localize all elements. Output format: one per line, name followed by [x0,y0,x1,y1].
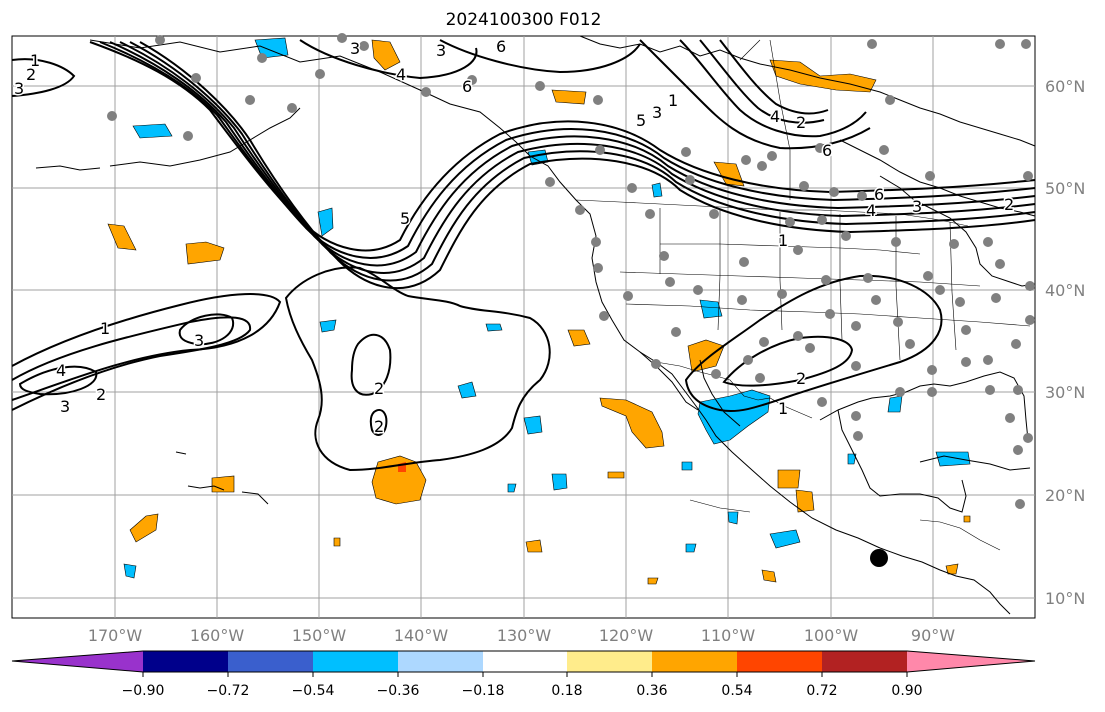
colorbar-segment [822,651,907,672]
contour-label: 6 [874,185,884,204]
lon-label: 160°W [189,626,245,645]
colorbar-segment [737,651,822,672]
lat-label: 60°N [1045,77,1086,96]
colorbar-tick-label: −0.18 [461,683,505,699]
colorbar-tick-label: 0.72 [806,683,838,699]
contour-label: 3 [14,79,24,98]
lat-label: 40°N [1045,281,1086,300]
positive-anomaly-fills [107,39,971,585]
colorbar-segment [652,651,737,672]
colorbar-tick-label: 0.54 [721,683,753,699]
contour-label: 2 [374,379,384,398]
lat-label: 10°N [1045,589,1086,608]
contour-label: 4 [866,201,876,220]
colorbar-segment [567,651,652,672]
contour-label: 5 [636,111,646,130]
contour-label: 3 [60,397,70,416]
contour-lines [11,39,1036,472]
contour-label: 4 [396,65,406,84]
colorbar-segment [907,651,1035,672]
lon-label: 150°W [291,626,347,645]
contour-label: 2 [374,417,384,436]
contour-label: 4 [56,361,66,380]
lon-label: 130°W [496,626,552,645]
contour-label: 1 [100,319,110,338]
lon-label: 140°W [393,626,449,645]
contour-label: 2 [96,385,106,404]
contour-label: 5 [400,209,410,228]
colorbar-segment [228,651,313,672]
contour-label: 2 [26,65,36,84]
colorbar-segment [398,651,483,672]
colorbar-segment [483,651,567,672]
contour-label: 1 [778,231,788,250]
colorbar-segment [143,651,228,672]
contour-labels: 1 2 3 3 3 4 6 6 1 3 5 4 2 6 6 4 3 2 1 5 … [13,36,1016,438]
colorbar-tick-label: −0.90 [121,683,165,699]
contour-label: 3 [194,331,204,350]
contour-label: 1 [668,91,678,110]
contour-label: 3 [436,41,446,60]
station-markers [107,33,1035,509]
colorbar-tick-label: −0.54 [291,683,335,699]
colorbar-segment [313,651,398,672]
lon-label: 100°W [803,626,859,645]
contour-label: 4 [770,107,780,126]
lon-label: 120°W [598,626,654,645]
negative-anomaly-fills [123,37,971,579]
contour-label: 3 [652,103,662,122]
colorbar-segment [12,651,143,672]
lon-label: 90°W [910,626,956,645]
contour-label: 1 [778,399,788,418]
contour-label: 1 [30,51,40,70]
lat-label: 20°N [1045,486,1086,505]
reference-marker [870,549,888,567]
coastlines [35,35,1036,615]
lat-label: 30°N [1045,383,1086,402]
lon-label: 110°W [700,626,756,645]
contour-label: 3 [912,197,922,216]
contour-label: 6 [822,141,832,160]
contour-label: 2 [796,113,806,132]
colorbar-tick-label: 0.36 [636,683,668,699]
map-title: 2024100300 F012 [445,10,602,30]
contour-label: 6 [496,37,506,56]
colorbar-tick-label: 0.90 [891,683,923,699]
contour-label: 3 [350,39,360,58]
colorbar-tick-label: −0.72 [206,683,250,699]
colorbar [11,650,1036,677]
contour-label: 6 [462,77,472,96]
lat-label: 50°N [1045,179,1086,198]
colorbar-tick-label: 0.18 [551,683,583,699]
lon-label: 170°W [87,626,143,645]
colorbar-tick-label: −0.36 [376,683,420,699]
contour-label: 2 [1004,195,1014,214]
graticule [12,36,1035,618]
contour-label: 2 [796,369,806,388]
